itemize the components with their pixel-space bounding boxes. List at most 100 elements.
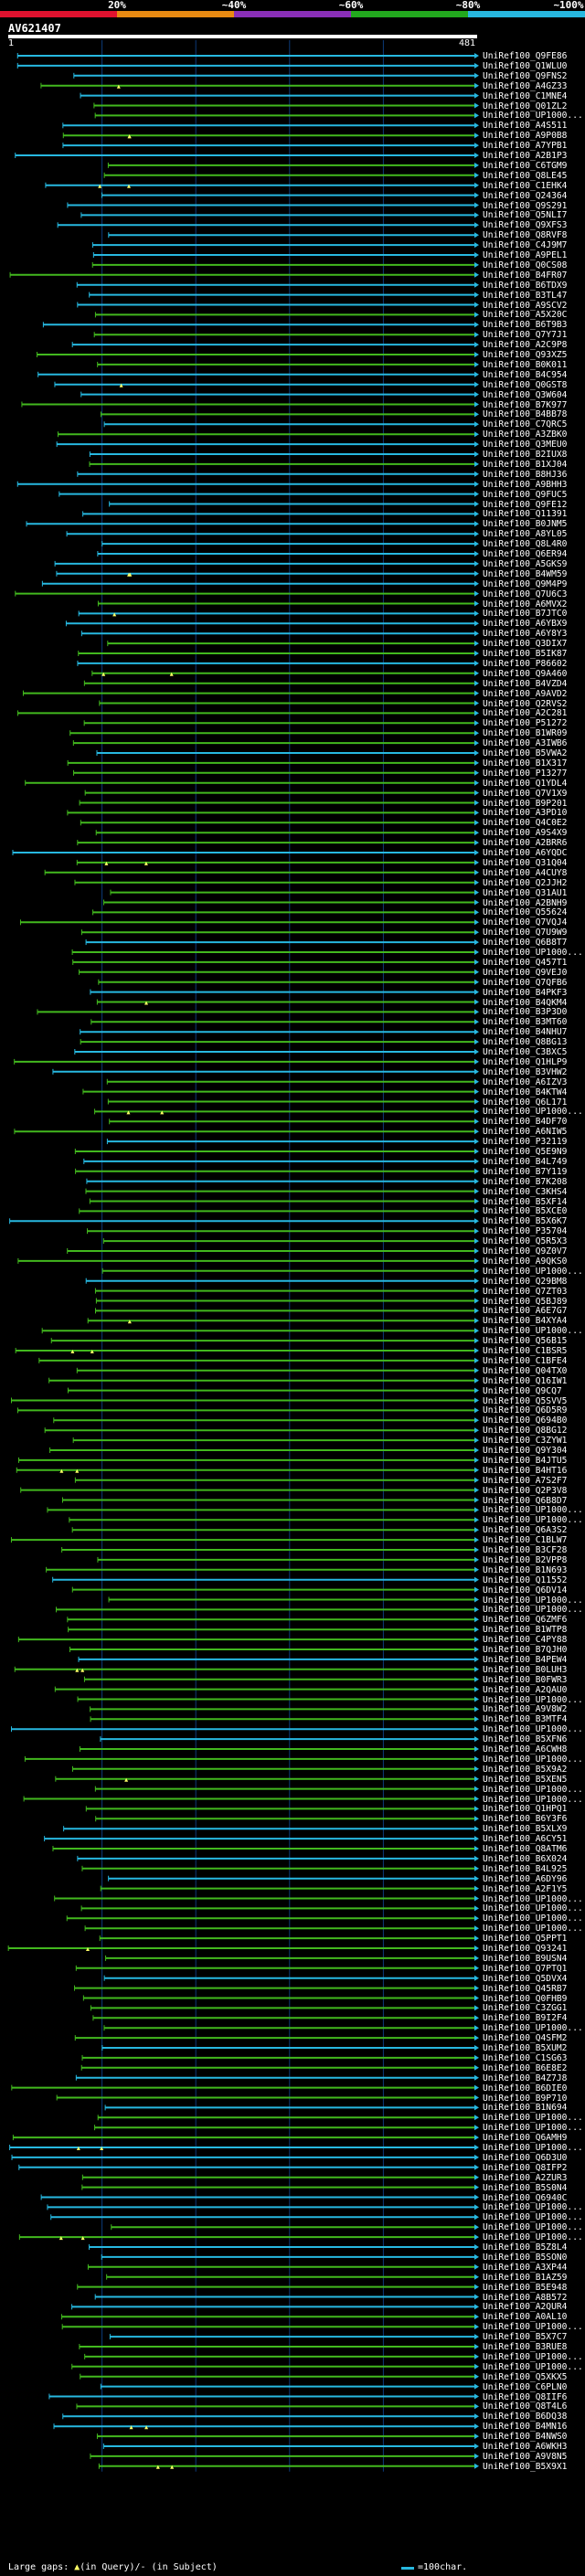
hit-label[interactable]: UniRef100_Q7Y7J1 [483,330,568,341]
hit-label[interactable]: UniRef100_B9P201 [483,798,568,809]
hit-label[interactable]: UniRef100_Q3W604 [483,389,568,400]
hit-label[interactable]: UniRef100_B6T9B3 [483,320,568,331]
hit-label[interactable]: UniRef100_UP1000... [483,111,583,122]
hit-label[interactable]: UniRef100_UP1000... [483,2202,583,2213]
hit-label[interactable]: UniRef100_B1N693 [483,1564,568,1575]
hit-label[interactable]: UniRef100_UP1000... [483,2232,583,2243]
hit-label[interactable]: UniRef100_UP1000... [483,2361,583,2372]
hit-label[interactable]: UniRef100_A2BRR6 [483,838,568,849]
hit-label[interactable]: UniRef100_Q24364 [483,190,568,201]
hit-label[interactable]: UniRef100_B4DF70 [483,1117,568,1128]
hit-label[interactable]: UniRef100_Q1HPQ1 [483,1804,568,1815]
hit-label[interactable]: UniRef100_A5X20C [483,310,568,321]
hit-label[interactable]: UniRef100_A6NIW5 [483,1127,568,1138]
hit-label[interactable]: UniRef100_B3VHW2 [483,1066,568,1077]
hit-label[interactable]: UniRef100_Q0GST8 [483,379,568,390]
hit-label[interactable]: UniRef100_UP1000... [483,1505,583,1516]
hit-label[interactable]: UniRef100_Q9FE86 [483,51,568,61]
hit-label[interactable]: UniRef100_A6YBX9 [483,619,568,630]
hit-label[interactable]: UniRef100_B4KTW4 [483,1087,568,1097]
hit-label[interactable]: UniRef100_Q3MEU0 [483,440,568,451]
hit-label[interactable]: UniRef100_Q6A3S2 [483,1525,568,1536]
hit-label[interactable]: UniRef100_UP1000... [483,1903,583,1914]
hit-label[interactable]: UniRef100_B4NHU7 [483,1027,568,1038]
hit-label[interactable]: UniRef100_Q9A460 [483,668,568,679]
hit-label[interactable]: UniRef100_Q7VQJ4 [483,917,568,928]
hit-label[interactable]: UniRef100_B4L925 [483,1863,568,1874]
hit-label[interactable]: UniRef100_B5X9A2 [483,1764,568,1775]
hit-label[interactable]: UniRef100_Q31AU1 [483,887,568,898]
hit-label[interactable]: UniRef100_Q5XKX5 [483,2371,568,2382]
hit-label[interactable]: UniRef100_Q8BG13 [483,1037,568,1048]
hit-label[interactable]: UniRef100_A3PD10 [483,808,568,819]
hit-label[interactable]: UniRef100_B5IK87 [483,649,568,659]
hit-label[interactable]: UniRef100_Q5PPT1 [483,1934,568,1945]
hit-label[interactable]: UniRef100_Q93XZ5 [483,350,568,360]
hit-label[interactable]: UniRef100_Q8T4L6 [483,2401,568,2412]
hit-label[interactable]: UniRef100_B5VWA2 [483,748,568,758]
hit-label[interactable]: UniRef100_B7QJH0 [483,1645,568,1655]
hit-label[interactable]: UniRef100_B3CF28 [483,1545,568,1555]
hit-label[interactable]: UniRef100_A9PEL1 [483,250,568,260]
hit-label[interactable]: UniRef100_A9AVD2 [483,688,568,699]
hit-label[interactable]: UniRef100_B4NWS0 [483,2432,568,2443]
hit-label[interactable]: UniRef100_UP1000... [483,2123,583,2134]
hit-label[interactable]: UniRef100_Q8RVF8 [483,230,568,241]
hit-label[interactable]: UniRef100_Q45RB7 [483,1983,568,1994]
hit-label[interactable]: UniRef100_B3MTF4 [483,1714,568,1725]
hit-label[interactable]: UniRef100_A3IWB6 [483,738,568,749]
hit-label[interactable]: UniRef100_B2VPP8 [483,1554,568,1565]
hit-label[interactable]: UniRef100_B7JTC0 [483,609,568,620]
hit-label[interactable]: UniRef100_Q694B0 [483,1415,568,1426]
hit-label[interactable]: UniRef100_C1EHK4 [483,180,568,191]
hit-label[interactable]: UniRef100_Q9S291 [483,200,568,211]
hit-label[interactable]: UniRef100_B8HJ36 [483,469,568,480]
hit-label[interactable]: UniRef100_UP1000... [483,1893,583,1904]
hit-label[interactable]: UniRef100_UP1000... [483,1924,583,1935]
hit-label[interactable]: UniRef100_B7Y119 [483,1166,568,1177]
hit-label[interactable]: UniRef100_B0K011 [483,359,568,370]
hit-label[interactable]: UniRef100_Q6DV14 [483,1585,568,1595]
hit-label[interactable]: UniRef100_Q11552 [483,1574,568,1585]
hit-label[interactable]: UniRef100_A6WKH3 [483,2442,568,2452]
hit-label[interactable]: UniRef100_B6Y3F6 [483,1814,568,1825]
hit-label[interactable]: UniRef100_Q7U6C3 [483,588,568,599]
hit-label[interactable]: UniRef100_Q457T1 [483,957,568,968]
hit-label[interactable]: UniRef100_Q7ZT03 [483,1286,568,1297]
hit-label[interactable]: UniRef100_B4C954 [483,369,568,380]
hit-label[interactable]: UniRef100_P86602 [483,658,568,669]
hit-label[interactable]: UniRef100_P13277 [483,768,568,779]
hit-label[interactable]: UniRef100_B5XFN6 [483,1734,568,1745]
hit-label[interactable]: UniRef100_C3ZYW1 [483,1436,568,1447]
hit-label[interactable]: UniRef100_B1WTP8 [483,1625,568,1636]
hit-label[interactable]: UniRef100_Q6D5R9 [483,1405,568,1416]
hit-label[interactable]: UniRef100_A6DY96 [483,1873,568,1884]
hit-label[interactable]: UniRef100_A2BNH9 [483,897,568,908]
hit-label[interactable]: UniRef100_P35704 [483,1226,568,1237]
hit-label[interactable]: UniRef100_A2ZUR3 [483,2172,568,2183]
hit-label[interactable]: UniRef100_A6CY51 [483,1834,568,1845]
hit-label[interactable]: UniRef100_B5XF14 [483,1196,568,1207]
hit-label[interactable]: UniRef100_B0JNM5 [483,519,568,530]
hit-label[interactable]: UniRef100_Q6940C [483,2192,568,2203]
hit-label[interactable]: UniRef100_B5S0N4 [483,2182,568,2193]
hit-label[interactable]: UniRef100_C4PY88 [483,1635,568,1646]
hit-label[interactable]: UniRef100_UP1000... [483,2023,583,2034]
hit-label[interactable]: UniRef100_A2QUR4 [483,2302,568,2313]
hit-label[interactable]: UniRef100_B7K208 [483,1176,568,1187]
hit-label[interactable]: UniRef100_C1BFE4 [483,1355,568,1366]
hit-label[interactable]: UniRef100_Q6B8D7 [483,1495,568,1506]
hit-label[interactable]: UniRef100_UP1000... [483,2212,583,2223]
hit-label[interactable]: UniRef100_Q5E9N9 [483,1147,568,1157]
hit-label[interactable]: UniRef100_UP1000... [483,1515,583,1526]
hit-label[interactable]: UniRef100_C6TGM9 [483,160,568,171]
hit-label[interactable]: UniRef100_B5X9X1 [483,2461,568,2472]
hit-label[interactable]: UniRef100_B3P3D0 [483,1007,568,1018]
hit-label[interactable]: UniRef100_Q5SVV5 [483,1395,568,1406]
hit-label[interactable]: UniRef100_Q8BG12 [483,1426,568,1436]
hit-label[interactable]: UniRef100_Q9XFS3 [483,220,568,231]
hit-label[interactable]: UniRef100_UP1000... [483,1595,583,1606]
hit-label[interactable]: UniRef100_Q0FHB9 [483,1993,568,2004]
hit-label[interactable]: UniRef100_B1WR09 [483,728,568,739]
hit-label[interactable]: UniRef100_B5XUM2 [483,2043,568,2053]
